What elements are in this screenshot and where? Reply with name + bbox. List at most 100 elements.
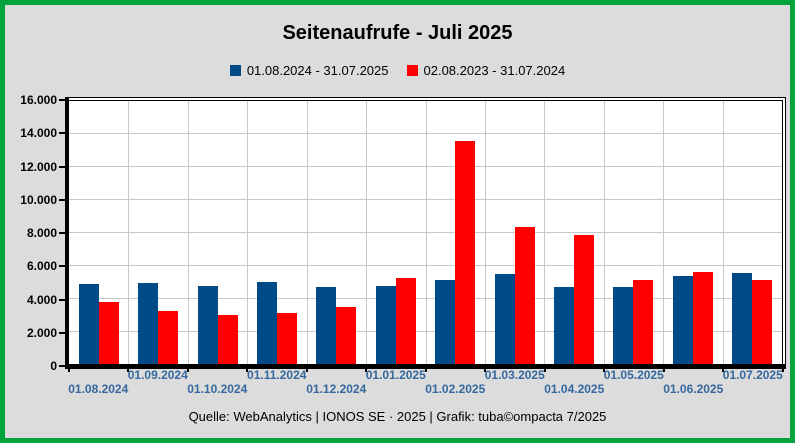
x-axis-tick xyxy=(246,368,248,372)
bar xyxy=(395,277,416,365)
legend-label: 02.08.2023 - 31.07.2024 xyxy=(423,63,566,78)
y-axis-tick xyxy=(59,132,65,135)
bar xyxy=(633,280,654,365)
legend-item-previous-period: 02.08.2023 - 31.07.2024 xyxy=(406,63,566,78)
bar xyxy=(78,284,99,365)
bar xyxy=(514,227,535,365)
y-axis-label: 10.000 xyxy=(20,192,57,207)
gridline-vertical xyxy=(663,101,665,365)
bar xyxy=(217,314,238,365)
x-axis-tick xyxy=(484,368,486,372)
gridline-vertical xyxy=(722,101,724,365)
bar-group xyxy=(247,101,306,365)
y-axis-tick xyxy=(59,365,65,367)
y-axis-label: 8.000 xyxy=(26,226,57,240)
gridline-vertical xyxy=(425,101,427,365)
x-axis-line xyxy=(65,364,786,368)
x-axis-tick xyxy=(186,368,189,372)
legend-item-current-period: 01.08.2024 - 31.07.2025 xyxy=(229,63,389,78)
bar xyxy=(574,235,595,365)
legend: 01.08.2024 - 31.07.2025 02.08.2023 - 31.… xyxy=(5,63,790,78)
x-axis-label: 01.03.2025 xyxy=(484,368,545,382)
x-axis-label: 01.05.2025 xyxy=(603,368,664,382)
y-axis-tick xyxy=(59,198,65,201)
y-axis-tick xyxy=(59,265,65,268)
bar-group xyxy=(188,101,247,365)
bar xyxy=(336,307,357,365)
bar-group xyxy=(663,101,722,365)
y-axis-tick xyxy=(59,298,65,301)
x-axis-label: 01.04.2025 xyxy=(544,382,605,396)
x-axis-tick xyxy=(662,368,665,372)
x-axis-tick xyxy=(543,368,546,372)
gridline-vertical xyxy=(603,101,605,365)
y-axis-tick xyxy=(59,331,65,334)
bar xyxy=(732,273,753,365)
chart-title: Seitenaufrufe - Juli 2025 xyxy=(282,22,513,44)
x-axis-tick xyxy=(722,368,724,372)
y-axis-tick xyxy=(59,232,65,234)
legend-label: 01.08.2024 - 31.07.2025 xyxy=(246,63,389,78)
x-axis-label: 01.07.2025 xyxy=(722,368,783,382)
bar-group xyxy=(723,101,782,365)
x-axis-label: 01.01.2025 xyxy=(365,368,426,382)
x-axis-label: 01.08.2024 xyxy=(68,382,129,396)
x-axis-label: 01.12.2024 xyxy=(306,382,367,396)
bar xyxy=(455,140,476,365)
bar xyxy=(672,275,693,365)
plot-frame xyxy=(68,100,783,366)
x-axis-tick xyxy=(603,368,605,372)
y-axis-label: 2.000 xyxy=(26,325,57,340)
gridline-vertical xyxy=(247,101,249,365)
y-axis-line xyxy=(65,97,69,368)
y-axis-label: 0 xyxy=(50,359,57,373)
bar xyxy=(692,271,713,365)
gridline-vertical xyxy=(128,101,130,365)
bar xyxy=(197,285,218,365)
x-axis-tick xyxy=(365,368,367,372)
bar xyxy=(138,282,159,365)
source-credit: Quelle: WebAnalytics | IONOS SE · 2025 |… xyxy=(188,409,607,424)
bar xyxy=(435,280,456,365)
y-axis-label: 16.000 xyxy=(20,93,57,107)
y-axis-tick xyxy=(59,165,65,168)
x-axis-label: 01.10.2024 xyxy=(187,382,248,396)
bar xyxy=(276,313,297,365)
bar-group xyxy=(128,101,187,365)
bar xyxy=(316,287,337,365)
x-axis-tick xyxy=(781,368,784,372)
bar-group xyxy=(544,101,603,365)
gridline-vertical xyxy=(187,101,189,365)
y-axis-label: 12.000 xyxy=(20,159,57,174)
bar-group xyxy=(69,101,128,365)
y-axis-label: 14.000 xyxy=(20,126,57,141)
bar xyxy=(98,302,119,365)
y-axis-label: 4.000 xyxy=(26,292,57,307)
y-axis-label: 6.000 xyxy=(26,259,57,274)
bar-group xyxy=(307,101,366,365)
x-axis-label: 01.09.2024 xyxy=(127,368,188,382)
bar-group xyxy=(485,101,544,365)
plot-area xyxy=(69,101,782,365)
x-axis-tick xyxy=(127,368,129,372)
y-axis-tick xyxy=(59,99,65,101)
x-axis-tick xyxy=(424,368,427,372)
bar xyxy=(613,286,634,365)
gridline-vertical xyxy=(544,101,546,365)
x-axis-tick xyxy=(67,368,70,372)
bar xyxy=(752,280,773,365)
x-axis-tick xyxy=(305,368,308,372)
legend-swatch-red xyxy=(406,65,418,76)
bar xyxy=(375,285,396,365)
x-axis-label: 01.02.2025 xyxy=(425,382,486,396)
legend-swatch-blue xyxy=(229,65,241,76)
gridline-vertical xyxy=(484,101,486,365)
bar-group xyxy=(604,101,663,365)
bar-group xyxy=(366,101,425,365)
bar xyxy=(256,281,277,365)
x-axis-label: 01.11.2024 xyxy=(247,368,307,382)
x-axis-label: 01.06.2025 xyxy=(663,382,724,396)
bar xyxy=(158,310,179,365)
bar-group xyxy=(426,101,485,365)
